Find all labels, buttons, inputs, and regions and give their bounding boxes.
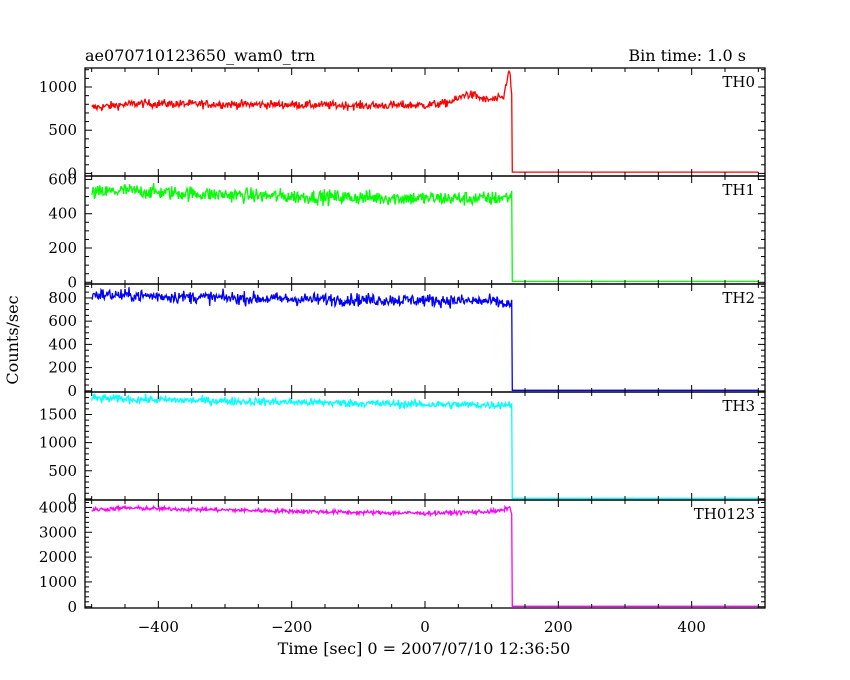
y-tick-label: 4000 [39,498,77,516]
series-line-th0 [91,69,759,173]
series-label-th0123: TH0123 [694,505,755,523]
y-tick-label: 800 [48,289,77,307]
panel-frame-th1 [84,175,766,285]
series-line-th2 [91,287,759,391]
series-line-th3 [91,392,759,499]
y-tick-label: 400 [48,205,77,223]
panels: 0 500 1000 TH0 0 200 400 600 TH1 0 200 400 600 800 TH2… [39,67,766,636]
y-axis-label: Counts/sec [3,295,22,384]
y-tick-label: 600 [48,170,77,188]
y-tick-label: 2000 [39,548,77,566]
x-axis-label: Time [sec] 0 = 2007/07/10 12:36:50 [278,639,571,658]
x-tick-label: −400 [138,618,179,636]
y-tick-label: 0 [67,598,77,616]
x-tick-label: −200 [271,618,312,636]
chart-title: ae070710123650_wam0_trn [85,46,315,65]
series-line-th1 [91,182,759,283]
y-tick-label: 0 [67,382,77,400]
y-tick-label: 0 [67,273,77,291]
series-line-th0123 [91,504,759,607]
y-tick-label: 1500 [39,406,77,424]
y-tick-label: 0 [67,164,77,182]
y-tick-label: 200 [48,239,77,257]
series-label-th2: TH2 [722,289,755,307]
series-label-th3: TH3 [722,397,755,415]
series-label-th0: TH0 [722,73,755,91]
y-tick-label: 200 [48,359,77,377]
y-tick-label: 400 [48,335,77,353]
series-label-th1: TH1 [722,181,755,199]
y-tick-label: 0 [67,490,77,508]
y-tick-label: 1000 [39,573,77,591]
x-tick-label: 200 [544,618,573,636]
panel-frame-th0123 [84,499,766,609]
y-tick-label: 1000 [39,434,77,452]
panel-frame-th0 [84,67,766,177]
panel-frame-th3 [84,391,766,501]
y-tick-label: 1000 [39,78,77,96]
y-tick-label: 3000 [39,523,77,541]
x-tick-label: 0 [420,618,430,636]
x-tick-label: 400 [677,618,706,636]
y-tick-label: 500 [48,121,77,139]
bin-time-label: Bin time: 1.0 s [628,46,746,65]
y-tick-label: 500 [48,462,77,480]
y-tick-label: 600 [48,312,77,330]
